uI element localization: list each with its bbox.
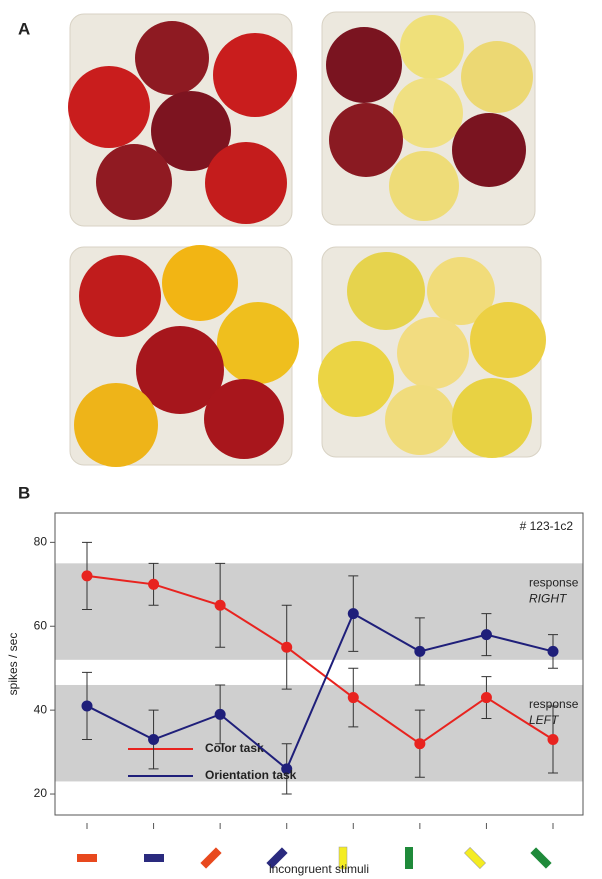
data-point	[480, 692, 492, 704]
band-label: LEFT	[529, 713, 560, 727]
series-line	[86, 612, 554, 771]
data-point	[547, 645, 559, 657]
data-point	[214, 599, 226, 611]
y-tick-label: 80	[34, 535, 48, 549]
data-point	[414, 738, 426, 750]
data-point	[480, 629, 492, 641]
data-point	[547, 734, 559, 745]
response-band	[55, 684, 583, 782]
panel-label: B	[18, 483, 30, 502]
plot-frame	[54, 512, 584, 816]
data-point	[214, 708, 226, 720]
y-tick-label: 60	[34, 618, 48, 632]
data-point	[81, 570, 93, 582]
data-point	[148, 734, 160, 745]
panel-label: A	[18, 19, 30, 38]
y-axis-label: spikes / sec	[6, 633, 20, 696]
photo-panel	[68, 11, 546, 467]
data-point	[281, 641, 293, 653]
band-label: response	[529, 697, 579, 711]
fruits	[68, 15, 546, 467]
stimulus-icons	[77, 846, 552, 870]
data-point	[347, 608, 359, 620]
annotation: # 123-1c2	[520, 519, 574, 533]
data-point	[148, 578, 160, 590]
band-label: response	[529, 576, 579, 590]
data-point	[414, 645, 426, 657]
response-band	[55, 563, 583, 660]
data-point	[81, 700, 93, 712]
data-point	[347, 692, 359, 704]
x-axis-label: incongruent stimuli	[269, 862, 369, 876]
y-tick-label: 20	[34, 786, 48, 800]
band-label: RIGHT	[529, 592, 568, 606]
legend-label: Color task	[205, 741, 264, 755]
series-line	[86, 574, 554, 745]
data-point	[281, 763, 293, 775]
legend-label: Orientation task	[205, 768, 297, 782]
y-tick-label: 40	[34, 702, 48, 716]
